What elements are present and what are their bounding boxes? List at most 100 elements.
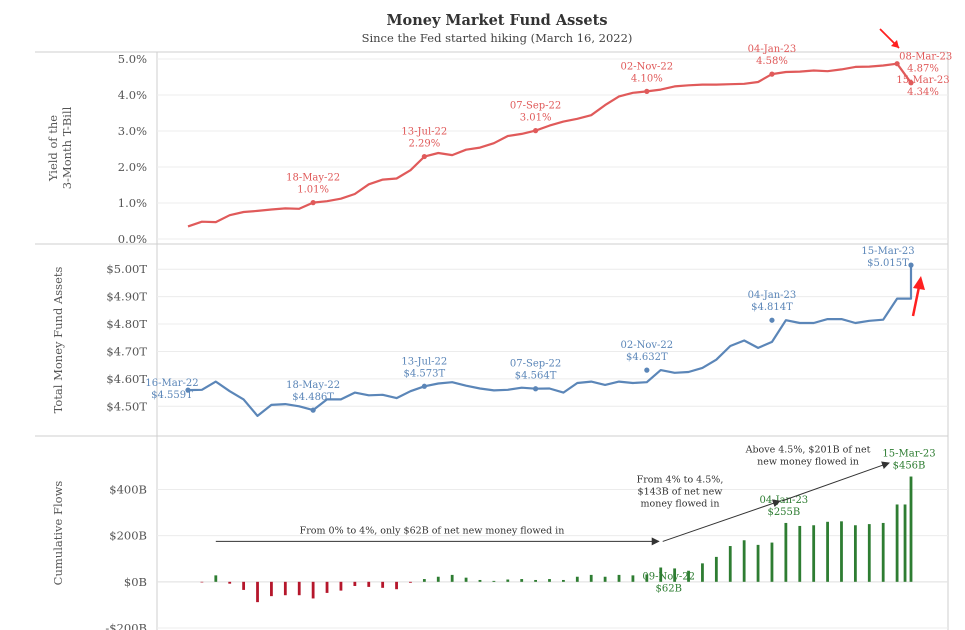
flow-bar: [631, 575, 635, 582]
flow-bar: [881, 522, 885, 582]
annotation-marker: [769, 71, 775, 77]
flow-bar: [840, 521, 843, 582]
y-tick-label: -$200B: [105, 621, 147, 630]
y-axis-label-line: Total Money Fund Assets: [51, 266, 65, 413]
yield-line: [187, 62, 912, 228]
flow-bar: [297, 581, 301, 596]
y-tick-label: $4.80T: [106, 317, 147, 331]
annotation-value: $4.559T: [151, 390, 193, 401]
annotation-date: 02-Nov-22: [621, 340, 674, 351]
y-axis-label: Yield of the3-Month T-Bill: [46, 106, 74, 189]
arrow-4-to-4p5pct: [662, 499, 781, 542]
annotation-date: 13-Jul-22: [401, 127, 447, 138]
annotation-date: 04-Jan-23: [748, 290, 797, 301]
annotation-marker: [532, 128, 539, 134]
flow-bar: [353, 581, 357, 586]
y-tick-label: $400B: [109, 482, 147, 496]
note-above-4p5pct: Above 4.5%, $201B of net: [745, 445, 871, 456]
y-axis-label: Cumulative Flows: [51, 481, 65, 586]
flow-bar: [701, 563, 704, 582]
annotation-date: 15-Mar-23: [896, 75, 949, 86]
annotation-marker: [310, 407, 316, 413]
annotation-marker: [908, 80, 914, 86]
annotation-date: 15-Mar-23: [861, 246, 914, 257]
flow-bar: [728, 546, 732, 582]
flow-bar: [520, 579, 524, 582]
annotation-marker: [894, 61, 900, 67]
flow-bar: [903, 504, 907, 582]
annotation-value: $4.564T: [515, 371, 557, 382]
flow-bar: [742, 540, 746, 582]
y-tick-label: $4.70T: [106, 344, 147, 358]
note-4-to-4p5pct: money flowed in: [641, 499, 720, 510]
note-4-to-4p5pct: From 4% to 4.5%,: [637, 475, 724, 486]
annotation-value: 3.01%: [520, 113, 552, 124]
annotation-marker: [421, 383, 427, 389]
flow-bar: [214, 575, 218, 582]
flow-bar: [422, 579, 426, 582]
flow-bar: [812, 525, 816, 582]
y-tick-label: $4.90T: [106, 290, 147, 304]
annotation-marker: [769, 317, 775, 323]
note-0-to-4pct: From 0% to 4%, only $62B of net new mone…: [300, 525, 565, 536]
annotation-marker: [185, 387, 191, 393]
flow-bar: [756, 544, 760, 582]
annotation-value: $4.486T: [292, 392, 334, 403]
annotation-value: 4.87%: [907, 64, 939, 75]
annotation-date: 04-Jan-23: [748, 44, 797, 55]
annotation-value: $456B: [893, 461, 926, 472]
flow-bar: [617, 574, 621, 582]
annotation-date: 07-Sep-22: [510, 101, 561, 112]
y-tick-label: 0.0%: [118, 232, 147, 246]
annotation-value: 4.58%: [756, 56, 788, 67]
annotation-date: 15-Mar-23: [882, 449, 935, 460]
flow-bar: [492, 580, 496, 582]
annotation-date: 07-Sep-22: [510, 359, 561, 370]
y-tick-label: 1.0%: [118, 196, 147, 210]
flow-bar: [714, 556, 718, 582]
flow-bar: [548, 579, 551, 582]
y-axis-label: Total Money Fund Assets: [51, 266, 65, 413]
y-tick-label: $4.50T: [106, 399, 147, 413]
flow-bar: [589, 574, 593, 582]
flow-bar: [367, 581, 371, 587]
y-tick-label: $4.60T: [106, 372, 147, 386]
annotation-date: 18-May-22: [286, 380, 340, 391]
flow-bar: [339, 581, 343, 591]
y-axis-label-line: Cumulative Flows: [51, 481, 65, 586]
y-tick-label: $200B: [109, 529, 147, 543]
annotation-marker: [310, 200, 316, 206]
flow-bar: [200, 581, 204, 583]
chart-subtitle: Since the Fed started hiking (March 16, …: [362, 31, 633, 45]
annotation-value: 2.29%: [408, 139, 440, 150]
flow-bar: [867, 524, 871, 582]
annotation-date: 09-Nov-22: [642, 572, 695, 583]
flow-bar: [242, 581, 246, 590]
flow-bar: [575, 576, 579, 582]
flow-bar: [645, 574, 649, 582]
annotation-date: 16-Mar-22: [145, 378, 198, 389]
y-tick-label: 3.0%: [118, 124, 147, 138]
flow-bar: [909, 476, 913, 582]
flow-bar: [256, 581, 259, 603]
flow-bar: [562, 579, 565, 582]
annotation-date: 18-May-22: [286, 173, 340, 184]
red-marker-arrowhead-mid: [913, 276, 925, 290]
chart-title: Money Market Fund Assets: [386, 12, 607, 29]
y-axis-label-line: Yield of the: [46, 115, 60, 182]
flow-bar: [506, 579, 510, 582]
annotation-value: $4.573T: [404, 368, 446, 379]
red-marker-arrowhead-top: [891, 40, 899, 48]
flow-bar: [673, 568, 677, 582]
annotation-value: $62B: [656, 584, 682, 595]
annotation-value: $4.814T: [751, 302, 793, 313]
annotation-marker: [421, 153, 427, 160]
flow-bar: [464, 577, 468, 582]
flow-bar: [436, 576, 440, 582]
arrow-above-4p5pct: [781, 461, 890, 502]
flow-bar: [770, 542, 774, 582]
annotation-value: $4.632T: [626, 352, 668, 363]
flow-bar: [409, 581, 412, 583]
annotation-marker: [532, 386, 539, 392]
